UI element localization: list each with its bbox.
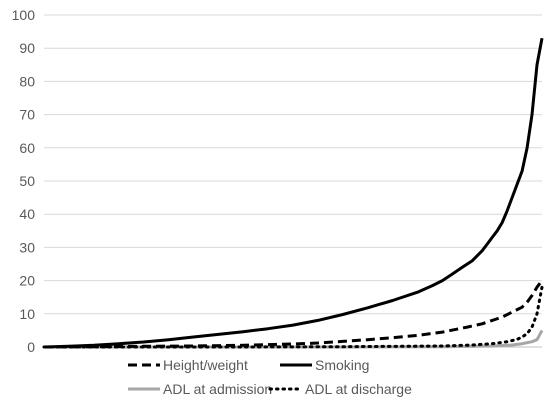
y-tick-label: 40 <box>19 206 35 222</box>
series-line-adl-at-admission <box>44 329 544 349</box>
legend-label: ADL at admission <box>163 381 272 397</box>
y-tick-label: 90 <box>19 40 35 56</box>
y-tick-label: 20 <box>19 273 35 289</box>
legend-label: Smoking <box>315 357 369 373</box>
y-tick-label: 0 <box>27 339 35 355</box>
legend: Height/weight Smoking ADL at admission ADL … <box>128 357 412 397</box>
y-axis-ticks: 0 10 20 30 40 50 60 70 80 90 100 <box>12 7 36 355</box>
series-line-height-weight <box>43 279 544 349</box>
y-tick-label: 100 <box>12 7 36 23</box>
legend-label: ADL at discharge <box>305 381 412 397</box>
series-line-adl-at-discharge <box>42 285 544 349</box>
y-tick-label: 70 <box>19 107 35 123</box>
y-tick-label: 80 <box>19 73 35 89</box>
series-lines <box>42 37 544 349</box>
y-tick-label: 10 <box>19 306 35 322</box>
series-line-smoking <box>43 37 544 349</box>
y-tick-label: 60 <box>19 140 35 156</box>
gridlines <box>44 14 542 348</box>
legend-label: Height/weight <box>163 357 248 373</box>
y-tick-label: 30 <box>19 239 35 255</box>
y-tick-label: 50 <box>19 173 35 189</box>
